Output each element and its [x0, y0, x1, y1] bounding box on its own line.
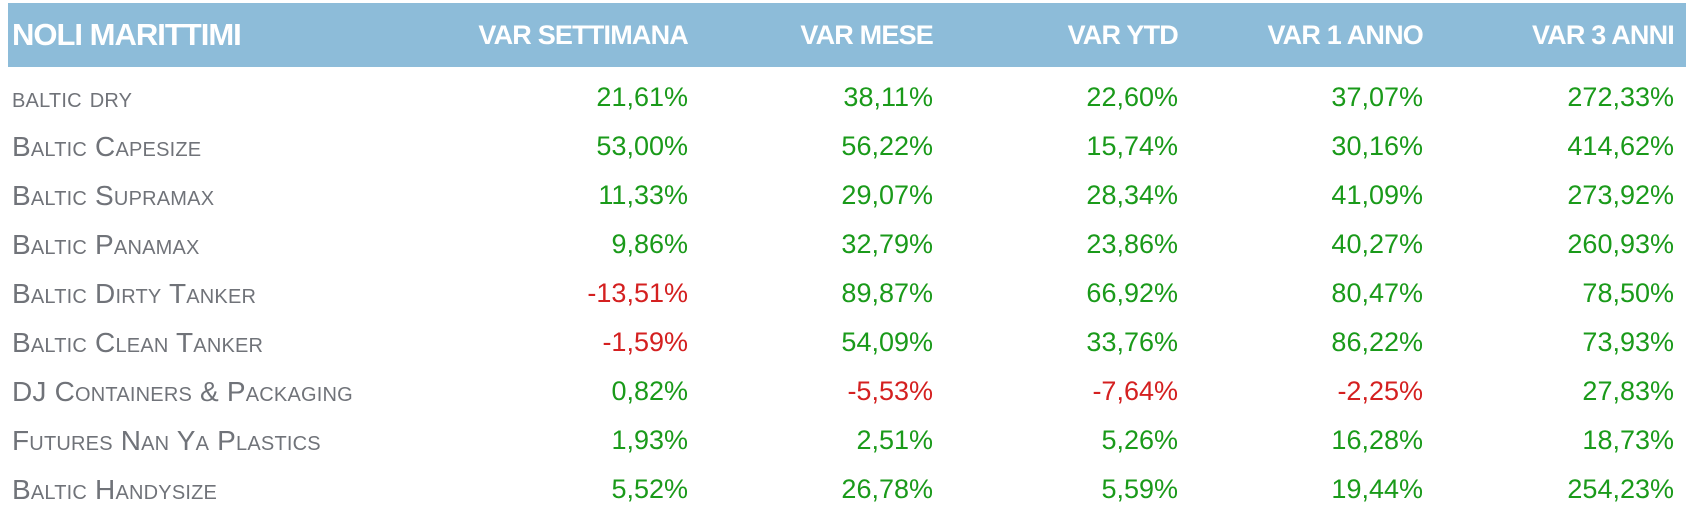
table-row: Baltic Supramax 11,33% 29,07% 28,34% 41,09% 2… [8, 171, 1686, 220]
value-cell: 15,74% [1086, 131, 1178, 161]
value-cell: 9,86% [611, 229, 688, 259]
header-var-mese: VAR MESE [800, 19, 933, 50]
row-label: DJ Containers & Packaging [12, 375, 353, 407]
value-cell: 21,61% [596, 82, 688, 112]
table-row: Baltic Panamax 9,86% 32,79% 23,86% 40,27% 260… [8, 220, 1686, 269]
header-var-3-anni: VAR 3 ANNI [1531, 19, 1675, 50]
row-label: Baltic Handysize [12, 473, 218, 505]
value-cell: 56,22% [841, 131, 933, 161]
table-row: Baltic Capesize 53,00% 56,22% 15,74% 30,16% 4… [8, 122, 1686, 171]
value-cell: 11,33% [598, 180, 688, 210]
table-row: Baltic Clean Tanker -1,59% 54,09% 33,76% 86,… [8, 318, 1686, 367]
table-row: DJ Containers & Packaging 0,82% -5,53% -7,6… [8, 367, 1686, 416]
value-cell: 2,51% [856, 425, 933, 455]
value-cell: 86,22% [1331, 327, 1423, 357]
value-cell: 260,93% [1567, 229, 1674, 259]
value-cell: -5,53% [847, 376, 933, 406]
table-row: Baltic Handysize 5,52% 26,78% 5,59% 19,44% 25… [8, 465, 1686, 514]
value-cell: 89,87% [841, 278, 933, 308]
value-cell: 73,93% [1582, 327, 1674, 357]
value-cell: 18,73% [1582, 425, 1674, 455]
value-cell: 414,62% [1567, 131, 1674, 161]
value-cell: 80,47% [1331, 278, 1423, 308]
row-label: Baltic Dirty Tanker [12, 277, 257, 309]
freight-rates-table: NOLI MARITTIMI VAR SETTIMANA VAR MESE VA… [8, 3, 1686, 514]
header-var-settimana: VAR SETTIMANA [478, 19, 688, 50]
value-cell: 5,52% [611, 474, 688, 504]
value-cell: 29,07% [841, 180, 933, 210]
value-cell: 30,16% [1331, 131, 1423, 161]
value-cell: 272,33% [1567, 82, 1674, 112]
value-cell: 32,79% [841, 229, 933, 259]
row-label: Baltic Supramax [12, 179, 215, 211]
header-noli-marittimi: NOLI MARITTIMI [12, 17, 242, 52]
value-cell: 66,92% [1086, 278, 1178, 308]
value-cell: 54,09% [841, 327, 933, 357]
value-cell: 16,28% [1331, 425, 1423, 455]
value-cell: 5,59% [1101, 474, 1178, 504]
value-cell: 254,23% [1567, 474, 1674, 504]
row-label: baltic dry [12, 81, 133, 113]
value-cell: 0,82% [611, 376, 688, 406]
value-cell: 19,44% [1331, 474, 1423, 504]
value-cell: 273,92% [1567, 180, 1674, 210]
value-cell: 28,34% [1086, 180, 1178, 210]
table-row: Futures Nan Ya Plastics 1,93% 2,51% 5,26% 16… [8, 416, 1686, 465]
table-row: baltic dry 21,61% 38,11% 22,60% 37,07% 272,33… [8, 73, 1686, 122]
row-label: Baltic Clean Tanker [12, 326, 264, 358]
header-var-1-anno: VAR 1 ANNO [1267, 19, 1423, 50]
table-body: baltic dry 21,61% 38,11% 22,60% 37,07% 272,33… [8, 67, 1686, 514]
row-label: Baltic Capesize [12, 130, 202, 162]
value-cell: 1,93% [611, 425, 688, 455]
value-cell: 38,11% [843, 82, 933, 112]
table-header-row: NOLI MARITTIMI VAR SETTIMANA VAR MESE VA… [8, 3, 1686, 67]
value-cell: 33,76% [1086, 327, 1178, 357]
value-cell: -2,25% [1337, 376, 1423, 406]
header-var-ytd: VAR YTD [1067, 19, 1179, 50]
value-cell: -7,64% [1092, 376, 1178, 406]
value-cell: 26,78% [841, 474, 933, 504]
value-cell: -1,59% [602, 327, 688, 357]
freight-table-container: NOLI MARITTIMI VAR SETTIMANA VAR MESE VA… [8, 3, 1686, 514]
value-cell: 41,09% [1331, 180, 1423, 210]
value-cell: 78,50% [1582, 278, 1674, 308]
value-cell: 23,86% [1086, 229, 1178, 259]
value-cell: 40,27% [1331, 229, 1423, 259]
value-cell: 5,26% [1101, 425, 1178, 455]
value-cell: 53,00% [596, 131, 688, 161]
table-row: Baltic Dirty Tanker -13,51% 89,87% 66,92% 80… [8, 269, 1686, 318]
value-cell: -13,51% [587, 278, 688, 308]
row-label: Baltic Panamax [12, 228, 200, 260]
value-cell: 37,07% [1331, 82, 1423, 112]
value-cell: 22,60% [1086, 82, 1178, 112]
row-label: Futures Nan Ya Plastics [12, 424, 321, 456]
value-cell: 27,83% [1582, 376, 1674, 406]
